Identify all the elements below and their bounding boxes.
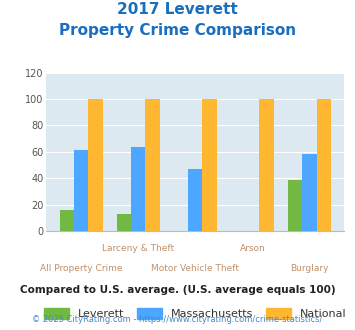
Bar bbox=[317, 99, 331, 231]
Bar bbox=[188, 169, 202, 231]
Text: 2017 Leverett: 2017 Leverett bbox=[117, 2, 238, 16]
Bar bbox=[117, 214, 131, 231]
Bar bbox=[74, 150, 88, 231]
Bar bbox=[288, 180, 302, 231]
Text: Compared to U.S. average. (U.S. average equals 100): Compared to U.S. average. (U.S. average … bbox=[20, 285, 335, 295]
Legend: Leverett, Massachusetts, National: Leverett, Massachusetts, National bbox=[40, 303, 351, 323]
Bar bbox=[202, 99, 217, 231]
Bar bbox=[260, 99, 274, 231]
Text: Burglary: Burglary bbox=[290, 264, 329, 273]
Text: Larceny & Theft: Larceny & Theft bbox=[102, 244, 174, 253]
Text: © 2025 CityRating.com - https://www.cityrating.com/crime-statistics/: © 2025 CityRating.com - https://www.city… bbox=[32, 315, 323, 324]
Bar bbox=[145, 99, 160, 231]
Bar bbox=[302, 154, 317, 231]
Text: Arson: Arson bbox=[239, 244, 265, 253]
Bar bbox=[131, 147, 145, 231]
Text: Property Crime Comparison: Property Crime Comparison bbox=[59, 23, 296, 38]
Text: All Property Crime: All Property Crime bbox=[40, 264, 122, 273]
Bar bbox=[60, 210, 74, 231]
Text: Motor Vehicle Theft: Motor Vehicle Theft bbox=[151, 264, 239, 273]
Bar bbox=[88, 99, 103, 231]
